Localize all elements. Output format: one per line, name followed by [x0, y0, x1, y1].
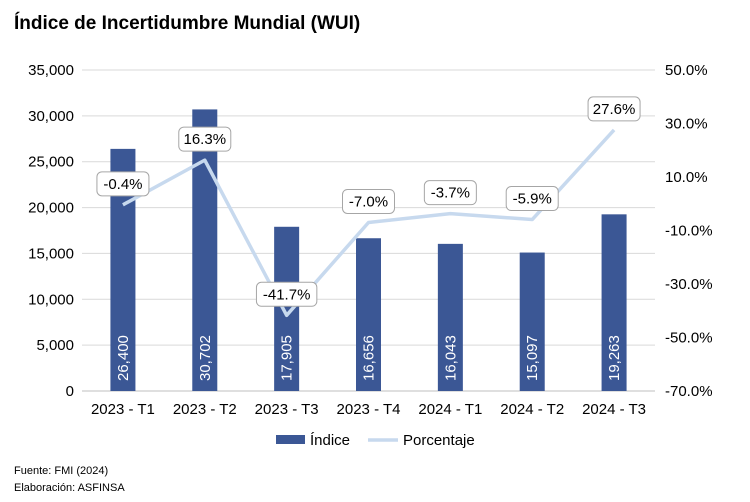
- line-value-label: 27.6%: [593, 101, 636, 118]
- y-right-tick-label: 50.0%: [665, 62, 708, 79]
- line-label-box: [505, 186, 559, 212]
- y-right-tick-label: -70.0%: [665, 383, 713, 400]
- line-value-label: -0.4%: [103, 176, 142, 193]
- line-value-label: -7.0%: [349, 193, 388, 210]
- line-value-label: -5.9%: [513, 191, 552, 208]
- chart-title: Índice de Incertidumbre Mundial (WUI): [14, 13, 361, 34]
- bar-value-label: 19,263: [606, 335, 623, 381]
- y-left-tick-label: 20,000: [28, 200, 74, 217]
- line-label-box: [342, 188, 395, 214]
- bar-value-label: 30,702: [197, 335, 214, 381]
- bar: [356, 238, 381, 391]
- bar: [519, 252, 545, 391]
- x-tick-label: 2024 - T3: [582, 401, 646, 418]
- percentage-line: [122, 128, 616, 318]
- y-left-tick-label: 5,000: [36, 337, 74, 354]
- line-value-label: -41.7%: [263, 286, 311, 303]
- wui-chart: 0 5,000 10,000 15,000 20,000 25,000 30,000 35,0…: [28, 62, 713, 449]
- x-tick-label: 2024 - T2: [500, 401, 564, 418]
- bar: [274, 226, 300, 391]
- y-left-tick-label: 10,000: [28, 291, 74, 308]
- line-label-box: [587, 96, 641, 122]
- source-note: Fuente: FMI (2024): [14, 465, 109, 477]
- y-left-tick-label: 0: [66, 383, 74, 400]
- line-label-box: [96, 171, 150, 197]
- y-left-tick-label: 35,000: [28, 62, 74, 79]
- y-right-tick-label: -30.0%: [665, 276, 713, 293]
- bar-value-label: 26,400: [115, 335, 132, 381]
- line-label-box: [423, 180, 477, 206]
- bar-value-label: 17,905: [279, 335, 296, 381]
- x-tick-label: 2023 - T3: [255, 401, 319, 418]
- bar: [601, 214, 627, 391]
- bar-value-label: 16,656: [361, 335, 378, 381]
- x-tick-label: 2023 - T2: [173, 401, 237, 418]
- y-right-tick-label: 30.0%: [665, 116, 708, 133]
- line-label-box: [255, 281, 318, 307]
- line-value-label: 16.3%: [184, 131, 227, 148]
- y-right-tick-label: 10.0%: [665, 169, 708, 186]
- y-right-tick-label: -10.0%: [665, 223, 713, 240]
- legend-label-indice: Índice: [310, 432, 350, 449]
- legend-label-porcentaje: Porcentaje: [403, 432, 475, 449]
- y-left-tick-label: 25,000: [28, 154, 74, 171]
- line-label-box: [178, 126, 232, 152]
- bar: [437, 243, 463, 391]
- x-tick-label: 2023 - T1: [91, 401, 155, 418]
- line-value-label: -3.7%: [431, 185, 470, 202]
- bar-value-label: 15,097: [524, 335, 541, 381]
- y-left-tick-label: 15,000: [28, 245, 74, 262]
- y-right-tick-label: -50.0%: [665, 330, 713, 347]
- x-tick-label: 2024 - T1: [418, 401, 482, 418]
- legend-swatch-indice: [276, 435, 305, 444]
- prepared-by-note: Elaboración: ASFINSA: [14, 482, 125, 494]
- y-left-tick-label: 30,000: [28, 108, 74, 125]
- x-tick-label: 2023 - T4: [337, 401, 401, 418]
- bar-value-label: 16,043: [442, 335, 459, 381]
- bar: [192, 109, 218, 392]
